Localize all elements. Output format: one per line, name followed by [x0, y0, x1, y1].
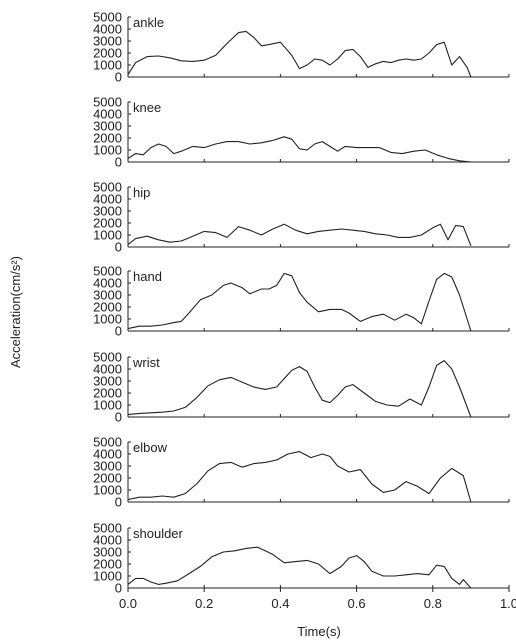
y-tick-label: 2000 — [93, 216, 122, 231]
series-line-hip — [127, 223, 472, 247]
y-tick-label: 0 — [115, 581, 122, 596]
y-tick-label: 1000 — [93, 569, 122, 584]
series-line-shoulder — [127, 546, 472, 589]
y-tick-label: 5000 — [93, 264, 122, 279]
y-tick-label: 3000 — [93, 374, 122, 389]
y-tick-label: 5000 — [93, 521, 122, 536]
y-tick-label: 5000 — [93, 95, 122, 110]
x-axis: 0.0 0.2 0.4 0.6 0.8 1.0 — [119, 588, 516, 611]
series-line-ankle — [127, 30, 472, 78]
y-tick-label: 0 — [115, 70, 122, 85]
y-tick-label: 2000 — [93, 300, 122, 315]
y-tick-label: 0 — [115, 324, 122, 339]
y-tick-label: 4000 — [93, 362, 122, 377]
y-tick-label: 1000 — [93, 143, 122, 158]
y-tick-label: 5000 — [93, 435, 122, 450]
y-tick-label: 3000 — [93, 34, 122, 49]
y-tick-label: 2000 — [93, 131, 122, 146]
y-tick-label: 3000 — [93, 288, 122, 303]
y-tick-label: 2000 — [93, 386, 122, 401]
x-tick-label: 1.0 — [500, 596, 516, 611]
y-tick-label: 0 — [115, 495, 122, 510]
y-tick-label: 0 — [115, 155, 122, 170]
y-tick-label: 1000 — [93, 483, 122, 498]
y-tick-label: 4000 — [93, 22, 122, 37]
y-tick-label: 4000 — [93, 276, 122, 291]
y-tick-label: 1000 — [93, 312, 122, 327]
panel-label: ankle — [133, 15, 164, 30]
y-tick-label: 2000 — [93, 471, 122, 486]
series-line-knee — [127, 136, 471, 163]
y-tick-label: 5000 — [93, 350, 122, 365]
y-tick-label: 4000 — [93, 533, 122, 548]
x-tick-label: 0.2 — [195, 596, 213, 611]
y-tick-label: 4000 — [93, 192, 122, 207]
y-tick-label: 0 — [115, 240, 122, 255]
y-tick-label: 2000 — [93, 557, 122, 572]
panel-label: hip — [133, 185, 150, 200]
panel-label: shoulder — [133, 526, 184, 541]
y-tick-label: 3000 — [93, 459, 122, 474]
panel-label: wrist — [132, 355, 160, 370]
series-line-wrist — [127, 360, 472, 418]
x-tick-label: 0.8 — [424, 596, 442, 611]
y-tick-label: 5000 — [93, 10, 122, 25]
y-tick-label: 4000 — [93, 447, 122, 462]
y-tick-label: 1000 — [93, 398, 122, 413]
x-tick-label: 0.6 — [348, 596, 366, 611]
y-tick-label: 0 — [115, 410, 122, 425]
x-tick-label: 0.0 — [119, 596, 137, 611]
y-tick-label: 3000 — [93, 204, 122, 219]
y-tick-label: 5000 — [93, 180, 122, 195]
y-tick-label: 3000 — [93, 545, 122, 560]
x-axis-label: Time(s) — [297, 624, 341, 639]
y-tick-label: 3000 — [93, 119, 122, 134]
y-tick-label: 4000 — [93, 107, 122, 122]
panel-label: knee — [133, 100, 161, 115]
panel-label: hand — [133, 269, 162, 284]
y-tick-label: 1000 — [93, 58, 122, 73]
panel-label: elbow — [133, 440, 168, 455]
series-line-hand — [127, 272, 472, 332]
y-tick-label: 2000 — [93, 46, 122, 61]
y-tick-label: 1000 — [93, 228, 122, 243]
series-line-elbow — [127, 451, 472, 503]
y-axis-label: Acceleration(cm/s²) — [8, 256, 23, 368]
x-tick-label: 0.4 — [271, 596, 289, 611]
